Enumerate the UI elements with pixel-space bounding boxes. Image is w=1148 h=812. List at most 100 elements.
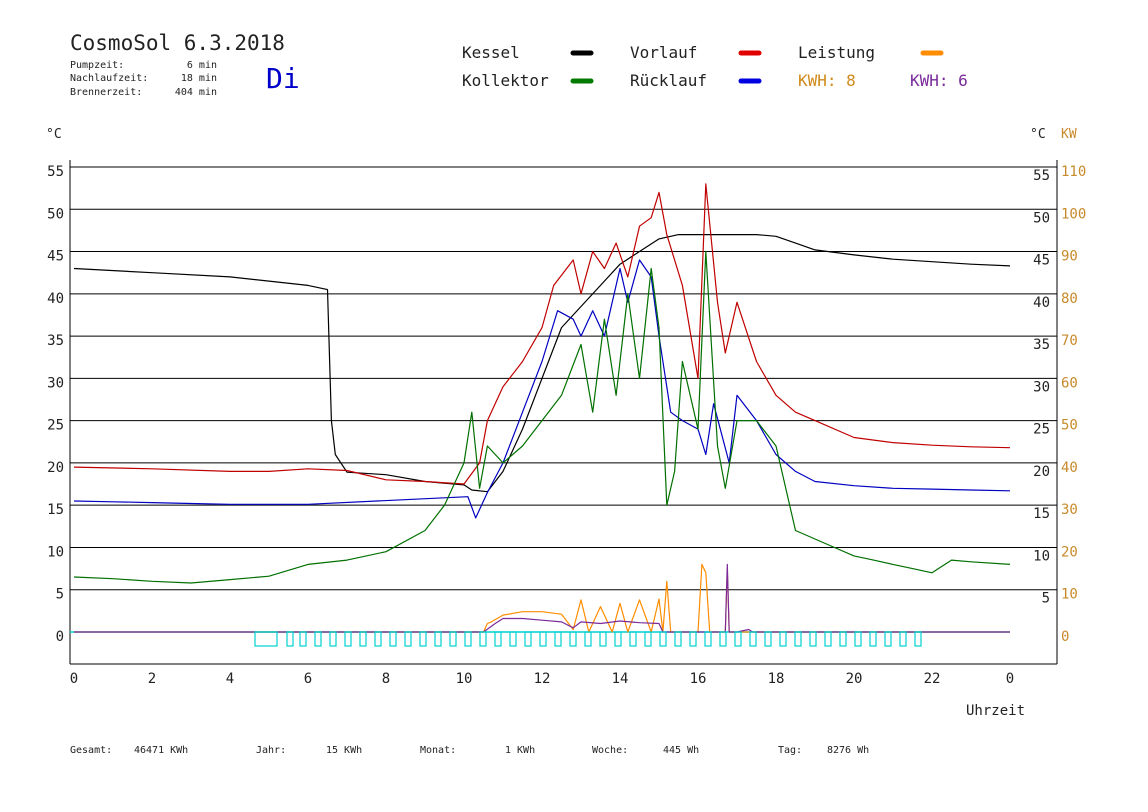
y-tick-label-left: 15 [47, 502, 64, 518]
y-axis-unit-left: °C [46, 127, 62, 142]
kwh-second-line [74, 563, 1010, 633]
x-tick-label: 12 [534, 671, 551, 687]
pump-status-box [614, 631, 622, 647]
legend-label-kollektor: Kollektor [462, 71, 549, 90]
pump-status-box [914, 631, 922, 647]
y-tick-label-right-temp: 55 [1033, 168, 1050, 184]
y-tick-label-right-power: 70 [1061, 333, 1078, 349]
y-tick-label-right-temp: 15 [1033, 506, 1050, 522]
y-tick-label-right-power: 10 [1061, 587, 1078, 603]
footer-label: Woche: [592, 745, 628, 756]
footer-value: 8276 Wh [827, 745, 869, 756]
vorlauf-line [73, 183, 1011, 485]
pump-status-box [286, 631, 294, 647]
y-tick-label-right-temp: 40 [1033, 295, 1050, 311]
y-tick-label-right-temp: 20 [1033, 464, 1050, 480]
y-tick-label-right-power: 30 [1061, 502, 1078, 518]
y-tick-label-left: 55 [47, 164, 64, 180]
y-tick-label-left: 40 [47, 291, 64, 307]
y-tick-label-right-power: 40 [1061, 460, 1078, 476]
pump-status-box [329, 631, 337, 647]
pump-status-box [569, 631, 577, 647]
ruecklauf-line [73, 259, 1011, 519]
stat-value: 18 min [181, 73, 217, 84]
footer-value: 46471 KWh [134, 745, 188, 756]
y-tick-label-left: 35 [47, 333, 64, 349]
pump-status-box [779, 631, 787, 647]
y-tick-label-left: 25 [47, 418, 64, 434]
footer-totals: Gesamt: 46471 KWh Jahr: 15 KWh Monat: 1 … [70, 745, 869, 756]
legend-label-ruecklauf: Rücklauf [630, 71, 707, 90]
footer-value: 15 KWh [326, 745, 362, 756]
x-tick-label: 14 [612, 671, 629, 687]
footer-label: Jahr: [256, 745, 286, 756]
pump-status-box [734, 631, 742, 647]
y-tick-label-right-temp: 5 [1042, 591, 1050, 607]
y-axis-unit-right-power: KW [1061, 127, 1077, 142]
legend-kwh-leistung: KWH: 8 [798, 71, 856, 90]
kessel-line [73, 234, 1011, 493]
pump-status-box [344, 631, 352, 647]
legend-label-kessel: Kessel [462, 43, 520, 62]
pump-status-box [449, 631, 457, 647]
pump-status-box [689, 631, 697, 647]
x-tick-label: 0 [1006, 671, 1014, 687]
pump-status-box [824, 631, 832, 647]
pump-status-box [674, 631, 682, 647]
y-tick-label-right-temp: 45 [1033, 253, 1050, 269]
pump-status-box [374, 631, 382, 647]
y-tick-label-right-power: 100 [1061, 206, 1086, 222]
pump-status-box [464, 631, 472, 647]
pump-status-box [299, 631, 307, 647]
x-tick-label: 16 [690, 671, 707, 687]
pump-status-box [854, 631, 862, 647]
pump-status-box [389, 631, 397, 647]
pump-status-box [434, 631, 442, 647]
pump-status-box [869, 631, 877, 647]
stat-label: Nachlaufzeit: [70, 73, 148, 84]
y-tick-label-right-power: 20 [1061, 544, 1078, 560]
stat-label: Brennerzeit: [70, 87, 142, 98]
y-axis-unit-right-temp: °C [1030, 127, 1046, 142]
pump-status-box [359, 631, 367, 647]
stat-value: 6 min [187, 60, 217, 71]
x-tick-label: 2 [148, 671, 156, 687]
pump-status-box [809, 631, 817, 647]
pump-status-box [599, 631, 607, 647]
y-tick-label-right-power: 50 [1061, 418, 1078, 434]
y-tick-label-right-power: 60 [1061, 375, 1078, 391]
pump-status-bar [254, 631, 922, 647]
y-tick-label-right-power: 80 [1061, 291, 1078, 307]
x-tick-label: 8 [382, 671, 390, 687]
x-tick-label: 10 [456, 671, 473, 687]
pump-status-box [554, 631, 562, 647]
x-tick-label: 6 [304, 671, 312, 687]
pump-status-box [584, 631, 592, 647]
pump-status-box [899, 631, 907, 647]
y-tick-label-right-power: 110 [1061, 164, 1086, 180]
footer-label: Gesamt: [70, 745, 112, 756]
x-tick-label: 4 [226, 671, 234, 687]
x-tick-labels: 0 2 4 6 8 10 12 14 16 18 20 22 0 [70, 671, 1014, 687]
y-tick-label-left: 0 [56, 629, 64, 645]
pump-status-box [524, 631, 532, 647]
pump-status-box [539, 631, 547, 647]
x-tick-label: 20 [846, 671, 863, 687]
pump-status-box [839, 631, 847, 647]
pump-status-box [749, 631, 757, 647]
footer-label: Tag: [778, 745, 802, 756]
x-tick-label: 0 [70, 671, 78, 687]
legend-label-vorlauf: Vorlauf [630, 43, 697, 62]
pump-status-box [719, 631, 727, 647]
y-tick-label-left: 10 [47, 544, 64, 560]
stats-block: Pumpzeit: 6 min Nachlaufzeit: 18 min Bre… [70, 60, 217, 98]
pump-status-box [794, 631, 802, 647]
y-tick-label-right-temp: 25 [1033, 422, 1050, 438]
y-tick-label-right-temp: 35 [1033, 337, 1050, 353]
pump-status-box [479, 631, 487, 647]
pump-status-box [419, 631, 427, 647]
leistung-line [74, 563, 1010, 633]
footer-value: 445 Wh [663, 745, 699, 756]
